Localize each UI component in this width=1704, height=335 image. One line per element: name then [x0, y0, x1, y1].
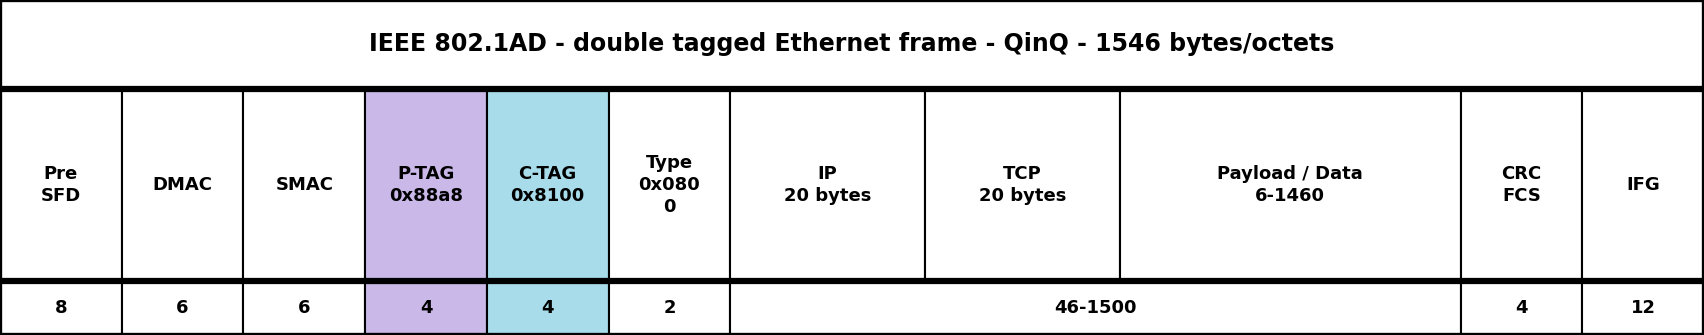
Text: C-TAG: C-TAG: [518, 165, 578, 183]
Text: SFD: SFD: [41, 187, 82, 205]
Bar: [487, 89, 608, 281]
Text: CRC: CRC: [1501, 165, 1542, 183]
Text: P-TAG: P-TAG: [397, 165, 455, 183]
Text: Payload / Data: Payload / Data: [1217, 165, 1363, 183]
Text: 0x080: 0x080: [639, 176, 700, 194]
Text: 12: 12: [1631, 299, 1656, 317]
Text: SMAC: SMAC: [276, 176, 334, 194]
Bar: [244, 89, 365, 281]
Bar: [121, 281, 244, 335]
Text: 6: 6: [176, 299, 189, 317]
Text: IFG: IFG: [1626, 176, 1660, 194]
Bar: [1120, 89, 1460, 281]
Text: TCP: TCP: [1004, 165, 1041, 183]
Bar: [0, 281, 121, 335]
Bar: [1583, 281, 1704, 335]
Text: 6-1460: 6-1460: [1256, 187, 1326, 205]
Bar: [1583, 89, 1704, 281]
Bar: [608, 89, 731, 281]
Text: 4: 4: [1515, 299, 1528, 317]
Bar: [608, 281, 731, 335]
Bar: [731, 89, 925, 281]
Bar: [0, 89, 1704, 281]
Text: FCS: FCS: [1501, 187, 1540, 205]
Text: 0x8100: 0x8100: [511, 187, 584, 205]
Text: 2: 2: [663, 299, 676, 317]
Bar: [925, 89, 1120, 281]
Text: 46-1500: 46-1500: [1055, 299, 1137, 317]
Text: IEEE 802.1AD - double tagged Ethernet frame - QinQ - 1546 bytes/octets: IEEE 802.1AD - double tagged Ethernet fr…: [370, 32, 1334, 56]
Text: 4: 4: [542, 299, 554, 317]
Text: Pre: Pre: [44, 165, 78, 183]
Bar: [1460, 281, 1583, 335]
Text: 6: 6: [298, 299, 310, 317]
Bar: [0, 89, 121, 281]
Bar: [365, 89, 487, 281]
Bar: [0, 281, 1704, 335]
Text: 4: 4: [419, 299, 433, 317]
Bar: [121, 89, 244, 281]
Bar: [487, 281, 608, 335]
Text: 0: 0: [663, 198, 676, 216]
Text: 20 bytes: 20 bytes: [784, 187, 871, 205]
Bar: [1460, 89, 1583, 281]
Bar: [365, 281, 487, 335]
Text: Type: Type: [646, 154, 694, 172]
Text: 8: 8: [55, 299, 66, 317]
Text: 20 bytes: 20 bytes: [978, 187, 1067, 205]
Bar: [244, 281, 365, 335]
Text: IP: IP: [818, 165, 838, 183]
Text: DMAC: DMAC: [153, 176, 213, 194]
Text: 0x88a8: 0x88a8: [389, 187, 463, 205]
Bar: [0, 0, 1704, 89]
Bar: [731, 281, 1460, 335]
